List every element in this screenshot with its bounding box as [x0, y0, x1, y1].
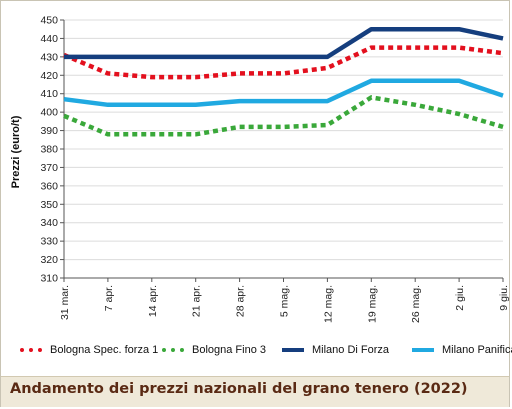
- y-tick-label: 400: [40, 107, 58, 119]
- x-tick-label: 26 mag.: [410, 285, 422, 323]
- chart-title-bar: Andamento dei prezzi nazionali del grano…: [1, 376, 509, 407]
- y-axis-label: Prezzi (euro/t): [10, 115, 22, 188]
- y-tick-label: 320: [40, 254, 58, 266]
- legend-swatch: [20, 348, 42, 352]
- y-tick-label: 330: [40, 236, 58, 248]
- legend-label: Bologna Fino 3: [192, 344, 266, 356]
- x-tick-label: 5 mag.: [279, 285, 291, 317]
- legend-swatch: [282, 348, 304, 352]
- y-tick-label: 310: [40, 273, 58, 285]
- y-tick-label: 420: [40, 70, 58, 82]
- y-tick-label: 350: [40, 199, 58, 211]
- y-tick-label: 360: [40, 180, 58, 192]
- y-tick-label: 430: [40, 51, 58, 63]
- chart-legend: Bologna Spec. forza 1 Bologna Fino 3 Milan…: [0, 338, 512, 362]
- x-tick-label: 19 mag.: [366, 285, 378, 323]
- series-lines: [63, 26, 504, 137]
- legend-item: Milano Di Forza: [282, 338, 389, 362]
- legend-swatch: [162, 348, 184, 352]
- legend-item: Bologna Fino 3: [162, 338, 266, 362]
- legend-item: Milano Panificabile: [412, 338, 512, 362]
- legend-item: Bologna Spec. forza 1: [20, 338, 158, 362]
- legend-label: Milano Di Forza: [312, 344, 390, 356]
- x-tick-label: 7 apr.: [103, 285, 115, 311]
- series-line-milano-di-forza: [64, 26, 504, 60]
- y-tick-label: 410: [40, 88, 58, 100]
- x-tick-label: 28 apr.: [235, 285, 247, 317]
- y-tick-label: 380: [40, 144, 58, 156]
- chart-title: Andamento dei prezzi nazionali del grano…: [10, 381, 468, 397]
- x-tick-label: 31 mar.: [59, 285, 71, 320]
- axes: 310 320 330 340 350 360 370 380 390 400 410 420 430 4…: [40, 15, 510, 323]
- y-tick-label: 440: [40, 33, 58, 45]
- y-tick-label: 450: [40, 15, 58, 27]
- y-tick-label: 390: [40, 125, 58, 137]
- legend-swatch: [412, 348, 434, 352]
- x-tick-label: 9 giu.: [498, 285, 510, 311]
- y-tick-label: 340: [40, 217, 58, 229]
- y-tick-label: 370: [40, 162, 58, 174]
- legend-label: Bologna Spec. forza 1: [50, 344, 159, 356]
- x-tick-label: 21 apr.: [191, 285, 203, 317]
- x-tick-label: 2 giu.: [454, 285, 466, 311]
- x-tick-label: 12 mag.: [322, 285, 334, 323]
- series-line-milano-panificabile: [63, 78, 504, 108]
- legend-label: Milano Panificabile: [442, 344, 512, 356]
- x-tick-label: 14 apr.: [147, 285, 159, 317]
- line-chart: 310 320 330 340 350 360 370 380 390 400 410 420 430 4…: [10, 15, 510, 323]
- series-line-bologna-spec-forza-1: [63, 45, 504, 80]
- series-line-bologna-fino-3: [63, 95, 504, 137]
